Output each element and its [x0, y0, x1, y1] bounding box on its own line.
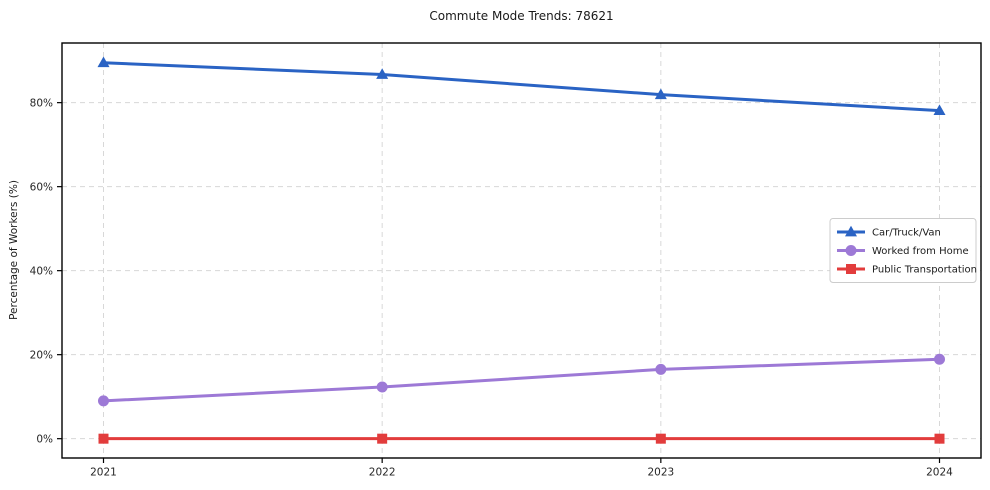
series-line-worked-from-home	[102, 357, 941, 403]
triangle-marker	[933, 104, 946, 116]
y-tick-label: 0%	[36, 433, 53, 445]
y-tick-label: 80%	[30, 97, 53, 109]
series-public-transportation	[98, 433, 945, 444]
series-car-truck-van	[97, 56, 946, 116]
x-tick-label: 2021	[90, 467, 117, 479]
square-marker	[655, 433, 666, 444]
y-tick-label: 20%	[30, 349, 53, 361]
triangle-marker	[654, 88, 667, 100]
x-tick-label: 2022	[369, 467, 396, 479]
legend-label: Public Transportation	[872, 265, 977, 276]
triangle-marker	[376, 68, 389, 79]
x-tick-label: 2024	[926, 467, 953, 479]
circle-marker	[655, 363, 667, 375]
square-marker	[846, 264, 856, 274]
square-marker	[377, 433, 388, 444]
series-worked-from-home	[98, 353, 945, 407]
series-line-car-truck-van	[102, 61, 941, 113]
circle-marker	[934, 353, 945, 365]
triangle-marker	[97, 56, 110, 68]
legend-item-worked-from-home: Worked from Home	[837, 245, 969, 257]
legend-label: Worked from Home	[872, 246, 969, 257]
y-tick-label: 40%	[30, 265, 53, 277]
x-tick-label: 2023	[647, 467, 674, 479]
legend-item-public-transportation: Public Transportation	[837, 264, 977, 276]
circle-marker	[376, 381, 388, 393]
square-marker	[934, 433, 945, 444]
square-marker	[98, 433, 109, 444]
circle-marker	[845, 245, 857, 256]
plot-border	[61, 42, 982, 459]
legend-item-car-truck-van: Car/Truck/Van	[837, 225, 941, 239]
y-tick-label: 60%	[30, 181, 53, 193]
legend: Car/Truck/Van Worked from Home Public Tran…	[829, 218, 977, 283]
legend-label: Car/Truck/Van	[872, 228, 941, 239]
circle-marker	[98, 395, 109, 407]
plot-area	[62, 43, 981, 458]
triangle-marker	[845, 225, 857, 237]
legend-box	[829, 218, 977, 283]
chart-title: Commute Mode Trends: 78621	[429, 9, 614, 23]
